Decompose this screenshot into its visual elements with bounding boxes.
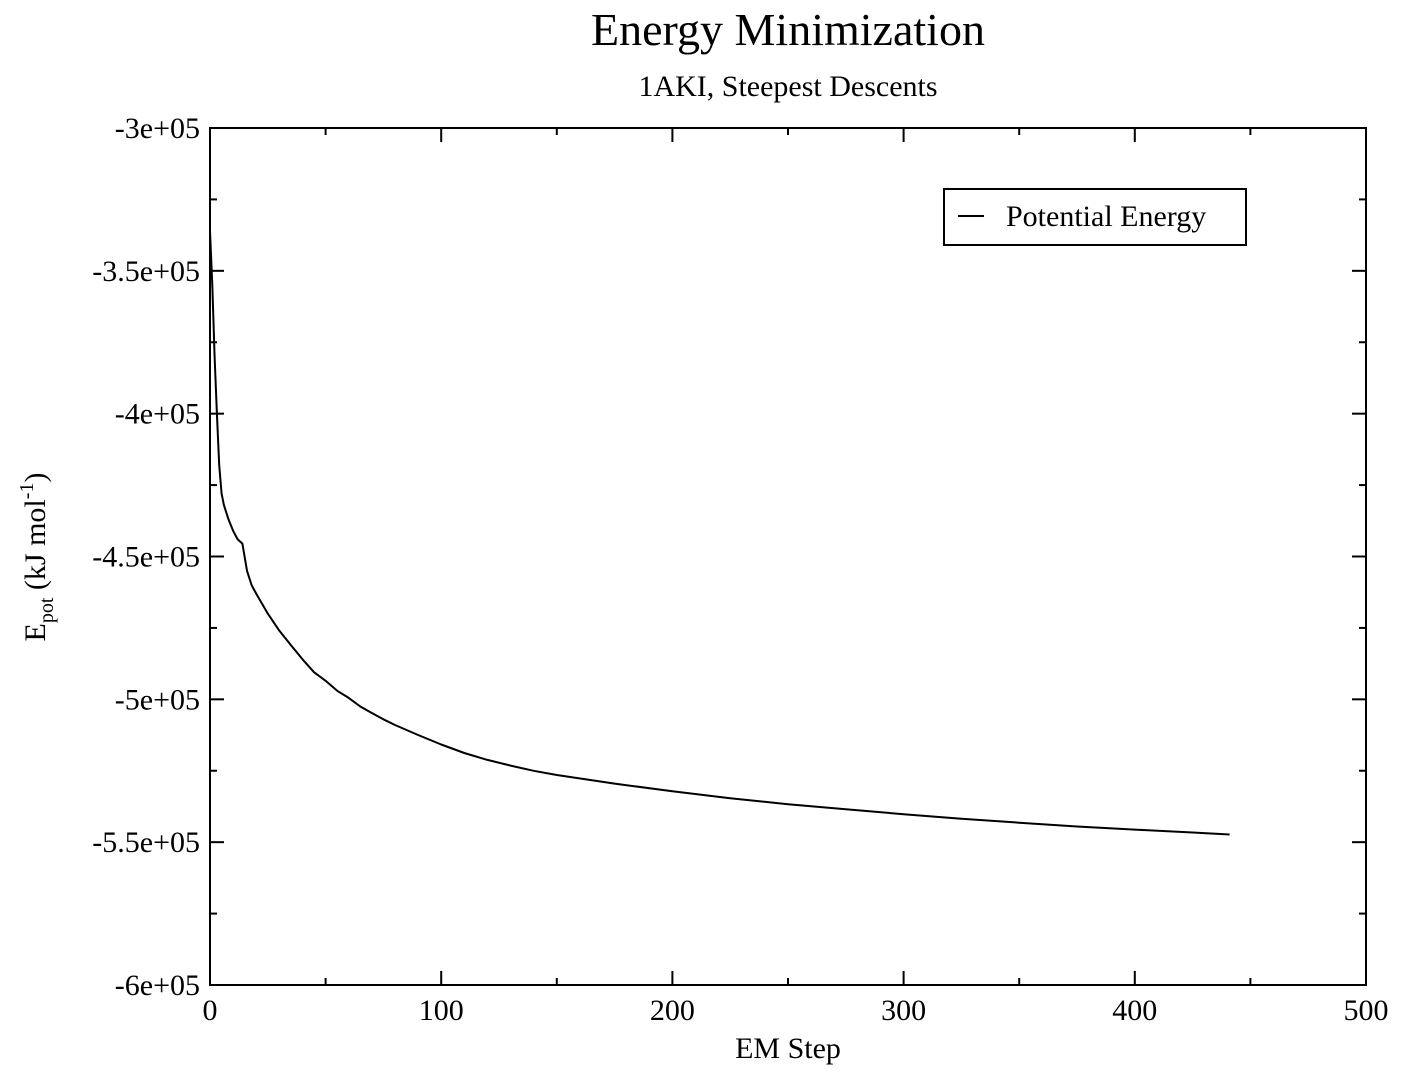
y-axis-label-main: E [19,623,52,641]
x-tick-label: 200 [650,994,695,1027]
y-tick-label: -5e+05 [115,683,200,716]
y-tick-label: -5.5e+05 [92,826,200,859]
y-tick-label: -6e+05 [115,969,200,1002]
legend-label-potential-energy: Potential Energy [1006,200,1206,233]
x-tick-label: 400 [1112,994,1157,1027]
legend: Potential Energy [943,188,1247,246]
y-axis-tick-labels: -6e+05 -5.5e+05 -5e+05 -4.5e+05 -4e+05 -3.5e+… [92,112,200,1002]
y-tick-label: -3e+05 [115,112,200,145]
series-line-potential-energy [209,230,1230,836]
y-axis-label-superscript: -1 [16,483,38,500]
x-axis-tick-labels: 0 100 200 300 400 500 [203,994,1389,1027]
y-axis-label-unit-close: ) [19,473,52,483]
x-axis-label: EM Step [735,1032,841,1065]
y-axis-label: Epot (kJ mol-1) [16,473,58,642]
y-tick-label: -3.5e+05 [92,255,200,288]
y-tick-label: -4.5e+05 [92,541,200,574]
legend-box [943,188,1247,246]
axis-ticks [209,127,1367,986]
chart-title: Energy Minimization [591,4,985,55]
plot-frame [209,127,1367,986]
x-tick-label: 300 [881,994,926,1027]
x-tick-label: 500 [1344,994,1389,1027]
x-tick-label: 0 [203,994,218,1027]
x-tick-label: 100 [419,994,464,1027]
y-axis-label-unit: (kJ mol [19,499,52,597]
y-tick-label: -4e+05 [115,398,200,431]
y-axis-label-subscript: pot [36,597,58,623]
chart-subtitle: 1AKI, Steepest Descents [638,70,937,103]
